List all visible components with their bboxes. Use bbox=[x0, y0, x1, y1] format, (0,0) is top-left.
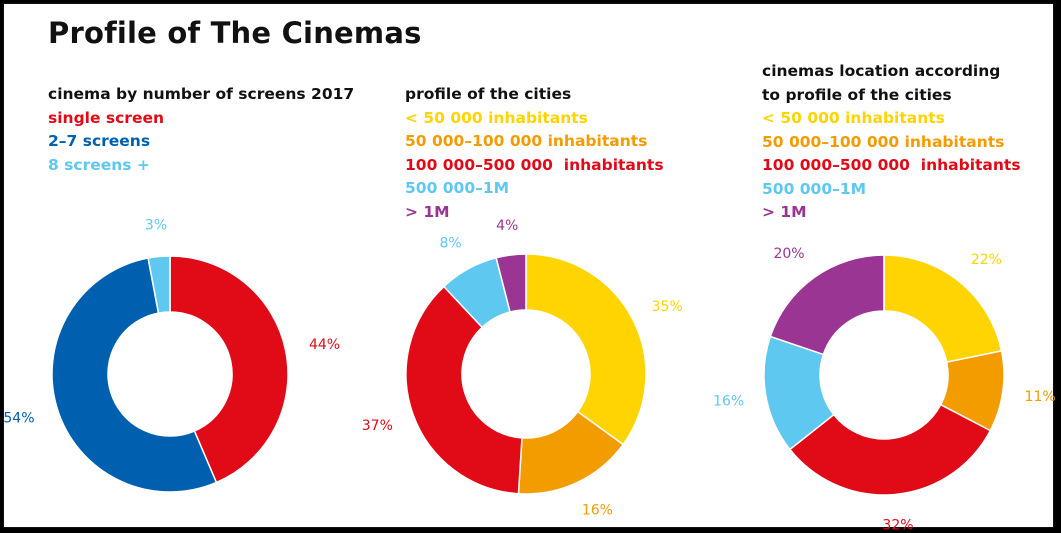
legend-locations: cinemas location according to profile of… bbox=[762, 60, 1021, 225]
slice-50-000-inhabitants bbox=[883, 254, 1003, 364]
legend-item-over-1m: > 1M bbox=[405, 202, 450, 221]
legend-item-500k-1m: 500 000–1M bbox=[405, 179, 510, 197]
slice-2-7-screens bbox=[51, 257, 218, 493]
donut-chart-locations: 22% 11% 32% 16% 20% bbox=[713, 246, 1056, 533]
data-label-50-000-100-000-inhabitants: 16% bbox=[582, 503, 613, 519]
data-label-1m: 20% bbox=[773, 246, 804, 262]
slice-1m bbox=[769, 254, 885, 356]
legend-item-under-50k: < 50 000 inhabitants bbox=[405, 108, 588, 127]
legend-item-under-50k: < 50 000 inhabitants bbox=[762, 109, 945, 127]
legend-item-8-screens: 8 screens + bbox=[48, 155, 150, 174]
page-title: Profile of The Cinemas bbox=[48, 16, 422, 50]
chart-title-locations-line2: to profile of the cities bbox=[762, 85, 952, 104]
infographic-frame: Profile of The Cinemas cinema by number … bbox=[3, 3, 1056, 533]
data-label-50-000-100-000-inhabitants: 11% bbox=[1025, 389, 1056, 405]
data-label-8-screens: 3% bbox=[145, 218, 167, 234]
slice-single-screen bbox=[169, 255, 289, 484]
data-label-single-screen: 44% bbox=[309, 337, 340, 353]
chart-title-locations-line1: cinemas location according bbox=[762, 62, 1001, 80]
donut-chart-cities: 35% 16% 37% 8% 4% bbox=[362, 218, 683, 519]
legend-item-50k-100k: 50 000–100 000 inhabitants bbox=[405, 132, 648, 150]
legend-item-100k-500k: 100 000–500 000 inhabitants bbox=[762, 156, 1021, 174]
legend-item-2-7-screens: 2–7 screens bbox=[48, 132, 151, 150]
legend-item-single-screen: single screen bbox=[48, 108, 165, 127]
data-label-500-000-1m: 8% bbox=[440, 236, 462, 252]
chart-title-cities: profile of the cities bbox=[405, 85, 572, 103]
slice-1m bbox=[495, 253, 527, 313]
legend-screens: cinema by number of screens 2017 single … bbox=[48, 83, 354, 177]
slice-100-000-500-000-inhabitants bbox=[788, 403, 992, 496]
legend-item-100k-500k: 100 000–500 000 inhabitants bbox=[405, 155, 664, 174]
chart-title-screens: cinema by number of screens 2017 bbox=[48, 85, 355, 103]
legend-item-500k-1m: 500 000–1M bbox=[762, 179, 867, 198]
slice-8-screens bbox=[147, 255, 171, 314]
data-label-50-000-inhabitants: 35% bbox=[652, 299, 683, 315]
slice-100-000-500-000-inhabitants bbox=[405, 285, 523, 495]
legend-cities: profile of the cities < 50 000 inhabitan… bbox=[405, 83, 664, 224]
data-label-500-000-1m: 16% bbox=[713, 394, 744, 410]
slice-50-000-inhabitants bbox=[525, 253, 647, 446]
legend-item-50k-100k: 50 000–100 000 inhabitants bbox=[762, 132, 1005, 151]
data-label-100-000-500-000-inhabitants: 37% bbox=[362, 418, 393, 434]
data-label-2-7-screens: 54% bbox=[3, 411, 34, 427]
data-label-50-000-inhabitants: 22% bbox=[971, 252, 1002, 268]
donut-chart-screens: 44% 54% 3% bbox=[3, 218, 340, 493]
legend-item-over-1m: > 1M bbox=[762, 203, 807, 221]
data-label-100-000-500-000-inhabitants: 32% bbox=[882, 517, 913, 533]
data-label-1m: 4% bbox=[496, 218, 518, 234]
